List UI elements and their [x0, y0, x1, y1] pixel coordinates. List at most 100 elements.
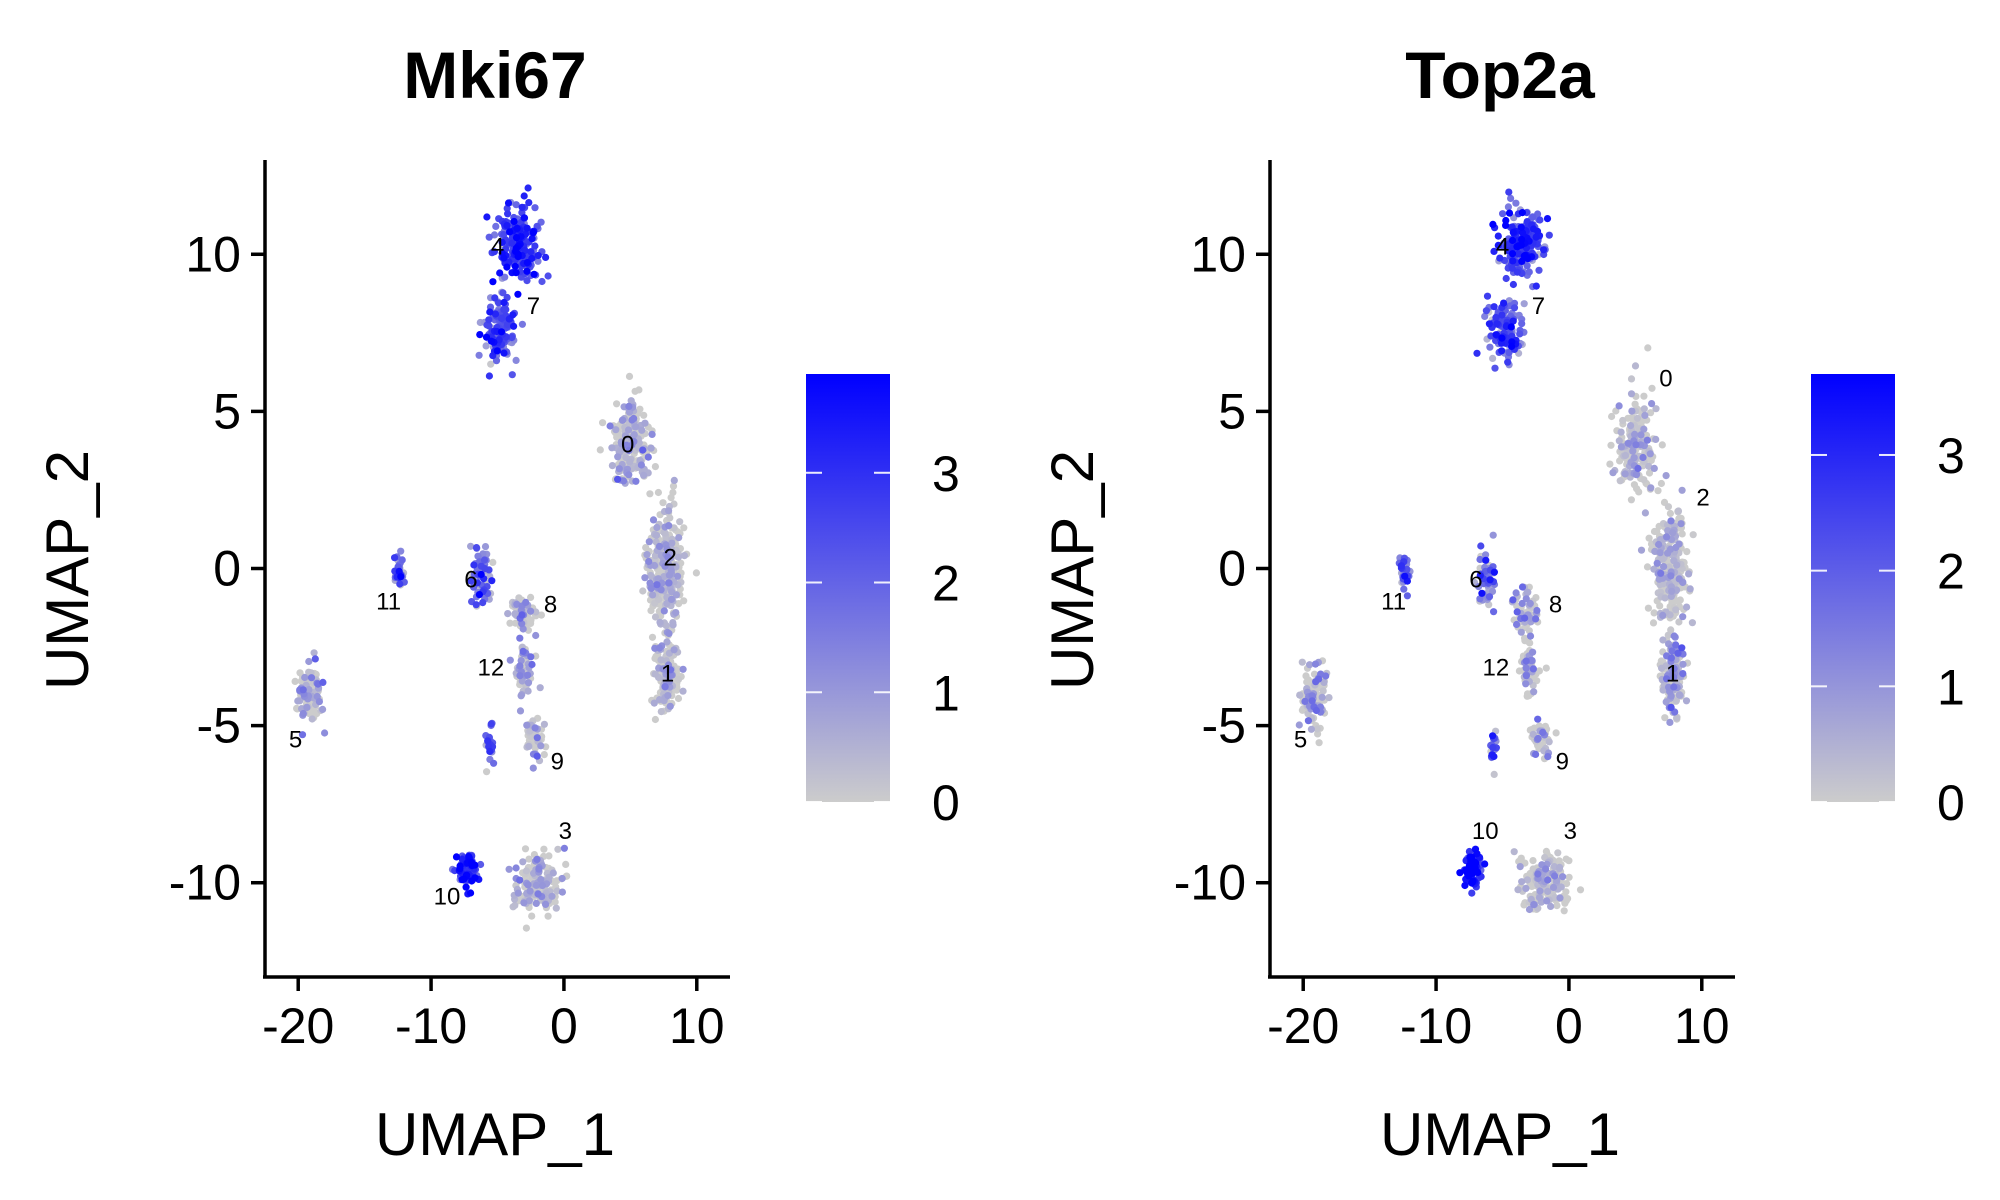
cell-point-cluster-0 — [1628, 407, 1636, 415]
cluster-label-1: 1 — [661, 661, 674, 688]
cluster-label-11: 11 — [376, 588, 401, 615]
cell-point-cluster-3 — [1529, 857, 1537, 865]
cell-point-cluster-1 — [1672, 697, 1680, 705]
cell-point-cluster-3 — [532, 881, 541, 889]
cell-point-cluster-4 — [492, 222, 500, 230]
cell-point-cluster-4 — [1494, 232, 1502, 240]
cell-point-cluster-9 — [1532, 750, 1540, 759]
cell-point-cluster-3 — [525, 855, 533, 863]
cell-point-cluster-0 — [627, 397, 635, 405]
cell-point-cluster-5 — [1295, 721, 1303, 729]
cell-point-cluster-6 — [472, 544, 481, 552]
cell-point-cluster-5 — [294, 697, 302, 705]
cell-point-cluster-7 — [1500, 299, 1508, 307]
cell-point-cluster-1 — [1679, 670, 1687, 678]
cell-point-cluster-9 — [1545, 738, 1553, 746]
cell-point-cluster-4 — [506, 228, 514, 236]
cell-point-cluster-5 — [1319, 687, 1327, 695]
cell-point-cluster-7 — [1486, 343, 1494, 351]
cell-point-cluster-2 — [656, 618, 664, 626]
cell-point-cluster-2 — [1641, 509, 1649, 517]
cell-point-cluster-8 — [1526, 632, 1535, 640]
cell-point-cluster-4 — [1504, 203, 1512, 211]
cell-point-cluster-2 — [663, 599, 671, 608]
cell-point-cluster-7 — [482, 342, 490, 350]
cell-point-cluster-0 — [1612, 407, 1620, 415]
cell-point-cluster-10 — [460, 875, 468, 883]
x-tick-label: -20 — [262, 998, 334, 1054]
cell-point-cluster-2 — [1651, 547, 1659, 556]
cell-point-cluster-2 — [652, 531, 661, 539]
cell-point-cluster-3 — [537, 875, 545, 884]
cell-point-cluster-8 — [527, 607, 535, 615]
cell-point-cluster-7 — [1508, 342, 1516, 350]
cell-point-cluster-2 — [660, 573, 668, 581]
x-axis-ticks: -20 -10 0 10 — [262, 977, 725, 1054]
cell-point-cluster-7 — [491, 310, 500, 318]
cell-point-cluster-1 — [659, 665, 667, 673]
cell-point-cluster-5 — [307, 674, 316, 682]
cell-point-cluster-7 — [509, 311, 517, 319]
cell-point-cluster-3 — [1554, 849, 1562, 857]
cell-point-cluster-5 — [1296, 691, 1304, 699]
x-tick-label: -20 — [1267, 998, 1339, 1054]
colorbar-tick-label: 0 — [1937, 775, 1965, 831]
cell-point-cluster-4 — [530, 270, 538, 278]
cell-point-cluster-2 — [660, 607, 668, 615]
cell-point-cluster-2 — [665, 507, 673, 515]
cell-point-cluster-5 — [1306, 661, 1314, 669]
cell-point-cluster-5 — [299, 709, 307, 718]
cell-point-cluster-5 — [305, 686, 313, 694]
cell-point-cluster-7 — [1497, 339, 1505, 347]
cell-point-cluster-0 — [1615, 402, 1623, 410]
cell-point-cluster-8 — [1533, 606, 1541, 615]
y-tick-label: -5 — [197, 698, 241, 754]
colorbar-tick-label: 3 — [1937, 428, 1965, 484]
cell-point-cluster-4 — [523, 267, 531, 275]
cell-point-cluster-8 — [1521, 614, 1529, 622]
cell-point-cluster-11 — [397, 547, 405, 555]
cell-point-cluster-2 — [649, 516, 658, 524]
cell-point-cluster-2 — [1670, 632, 1678, 640]
cell-point-cluster-0 — [1631, 362, 1640, 370]
cell-point-cluster-0 — [1647, 484, 1655, 492]
cell-point-cluster-0 — [1627, 375, 1636, 383]
cell-point-cluster-1 — [1658, 664, 1666, 672]
cell-point-cluster-0 — [1621, 451, 1630, 460]
cell-point-cluster-4 — [1529, 213, 1537, 221]
x-axis-label: UMAP_1 — [1380, 1101, 1620, 1168]
cell-point-cluster-2 — [667, 595, 676, 604]
cell-point-cluster-7 — [492, 357, 501, 365]
cell-point-cluster-9 — [540, 720, 549, 728]
cell-point-cluster-3 — [1555, 857, 1563, 865]
cell-point-cluster-2 — [1659, 636, 1667, 644]
cell-point-cluster-1 — [679, 687, 687, 695]
colorbar: 0 1 2 3 — [1811, 374, 1965, 831]
cell-point-cluster-4 — [499, 289, 507, 297]
cell-point-cluster-0 — [632, 477, 640, 485]
cell-point-cluster-3 — [522, 924, 531, 932]
cell-point-cluster-7 — [1473, 349, 1481, 357]
cell-point-cluster-4 — [503, 263, 511, 271]
cell-point-cluster-5 — [1315, 739, 1323, 747]
cell-point-cluster-3 — [1534, 870, 1542, 878]
cell-point-cluster-4 — [1540, 246, 1548, 254]
cell-point-cluster-7 — [487, 337, 495, 345]
cell-point-cluster-2 — [647, 607, 655, 615]
cell-point-cluster-6 — [488, 577, 496, 585]
cell-point-cluster-0 — [639, 446, 647, 454]
cell-point-cluster-7 — [1498, 311, 1506, 319]
cell-point-cluster-2 — [1666, 509, 1674, 518]
cell-point-cluster-9b — [1489, 732, 1497, 740]
cell-point-cluster-7 — [1509, 317, 1517, 325]
cell-point-cluster-5 — [291, 677, 299, 686]
cell-point-cluster-0 — [1648, 400, 1656, 408]
cell-point-cluster-4 — [504, 210, 512, 218]
cell-point-cluster-12 — [524, 671, 532, 679]
cell-point-cluster-2 — [641, 574, 649, 582]
cell-point-cluster-1 — [1670, 673, 1678, 682]
cell-point-cluster-0 — [1647, 409, 1655, 417]
cell-point-cluster-8 — [1517, 628, 1525, 636]
cell-point-cluster-2 — [647, 584, 655, 593]
cell-point-cluster-0 — [621, 432, 630, 440]
